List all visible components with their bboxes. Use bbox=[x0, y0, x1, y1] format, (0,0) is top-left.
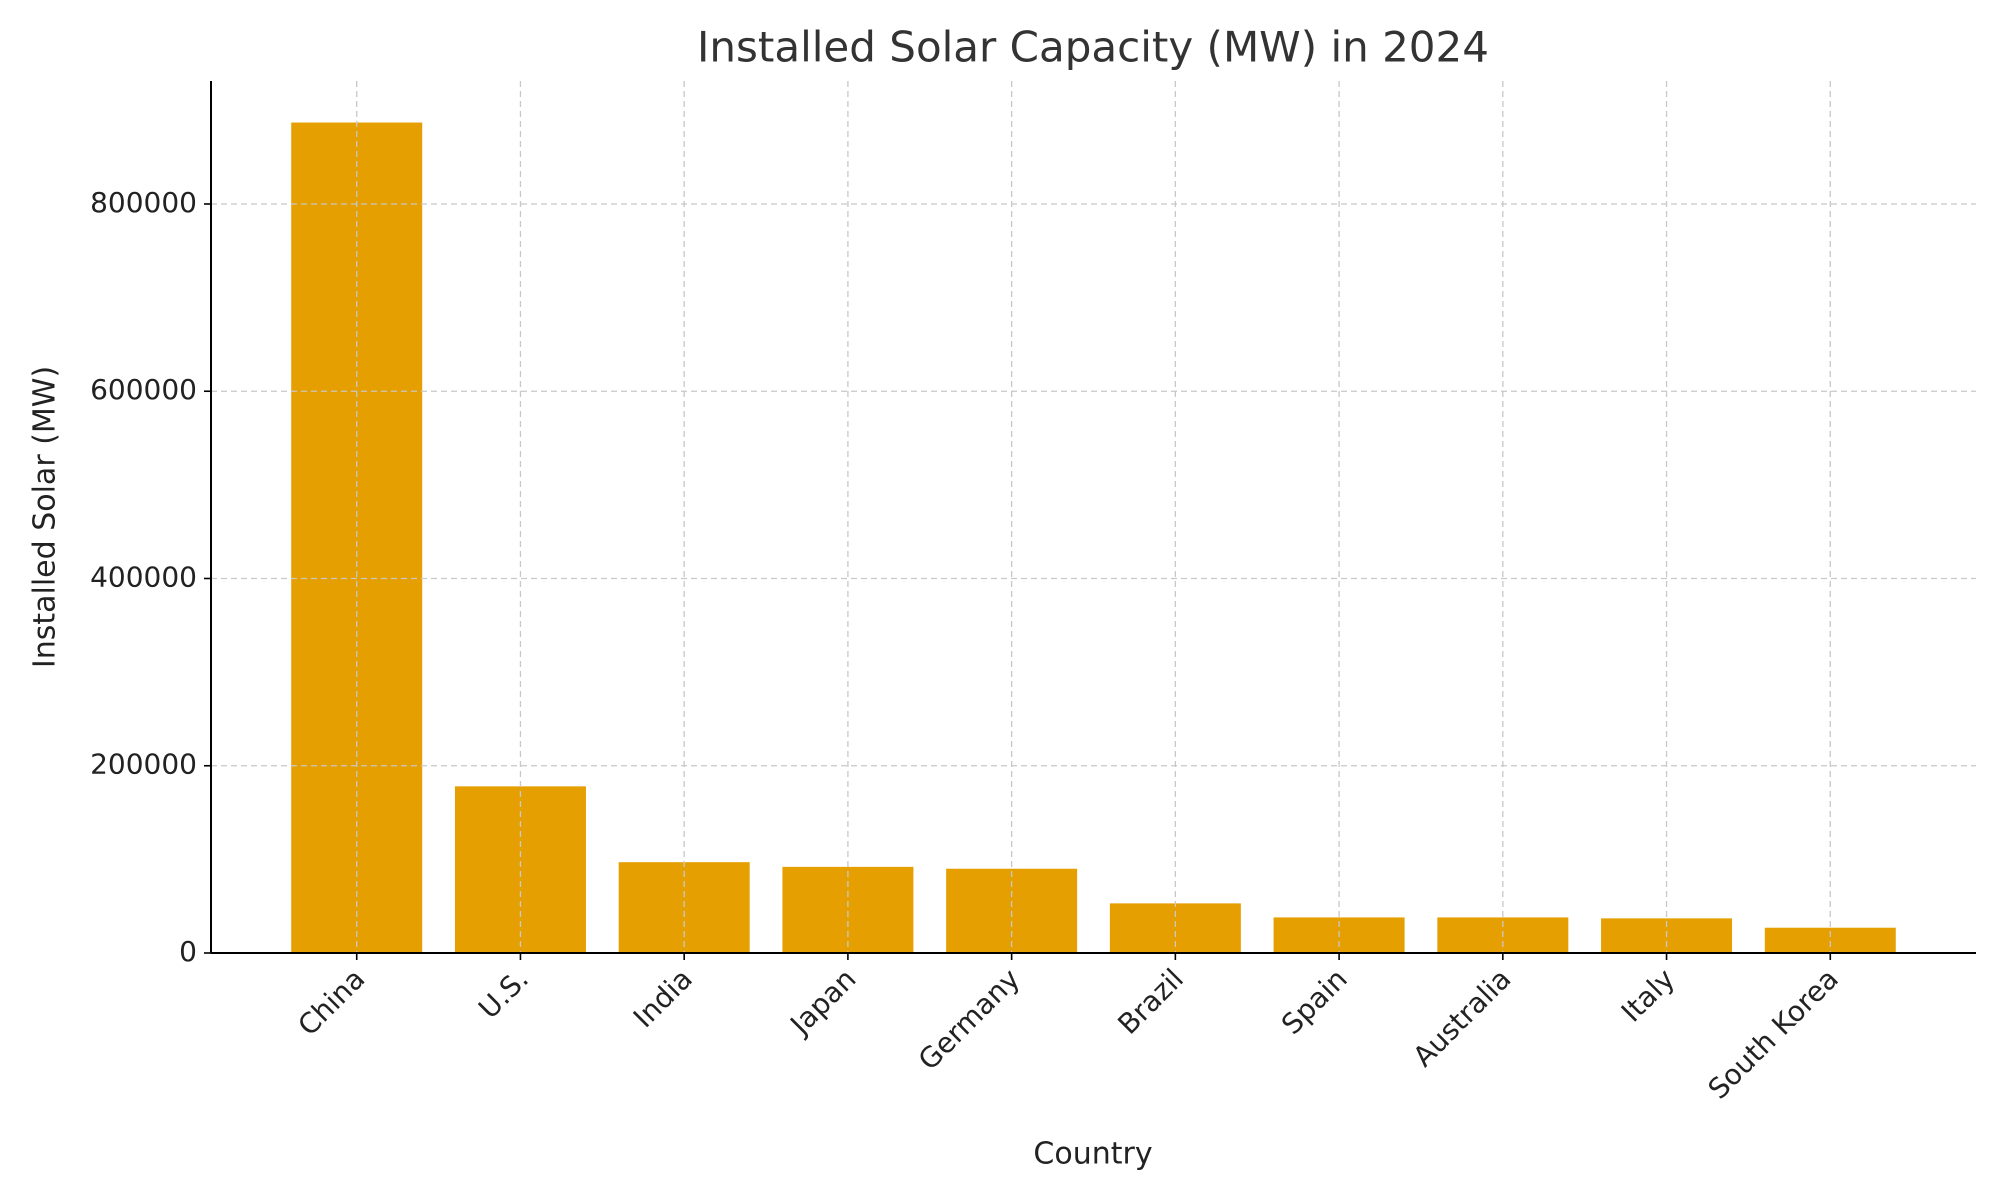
x-tick-label: Germany bbox=[912, 962, 1026, 1076]
bar bbox=[782, 866, 914, 953]
y-tick-label: 200000 bbox=[90, 748, 197, 781]
y-axis-label: Installed Solar (MW) bbox=[28, 366, 63, 668]
x-axis-label: Country bbox=[1033, 1137, 1152, 1172]
x-tick-label: China bbox=[291, 962, 371, 1042]
x-tick-label: South Korea bbox=[1702, 962, 1845, 1105]
x-tick-label: Japan bbox=[783, 962, 863, 1042]
x-tick-label: Italy bbox=[1615, 962, 1681, 1028]
x-tick-label: Australia bbox=[1407, 962, 1518, 1073]
chart-title: Installed Solar Capacity (MW) in 2024 bbox=[697, 23, 1489, 72]
x-tick-label: Spain bbox=[1275, 962, 1354, 1041]
x-tick-label: India bbox=[627, 962, 699, 1034]
y-tick-label: 0 bbox=[179, 935, 197, 968]
x-tick-label: U.S. bbox=[472, 962, 535, 1025]
y-tick-label: 400000 bbox=[90, 560, 197, 593]
bar bbox=[618, 862, 750, 953]
y-tick-label: 800000 bbox=[90, 186, 197, 219]
y-tick-label: 600000 bbox=[90, 373, 197, 406]
bar bbox=[291, 122, 423, 954]
x-tick-label: Brazil bbox=[1111, 962, 1190, 1041]
